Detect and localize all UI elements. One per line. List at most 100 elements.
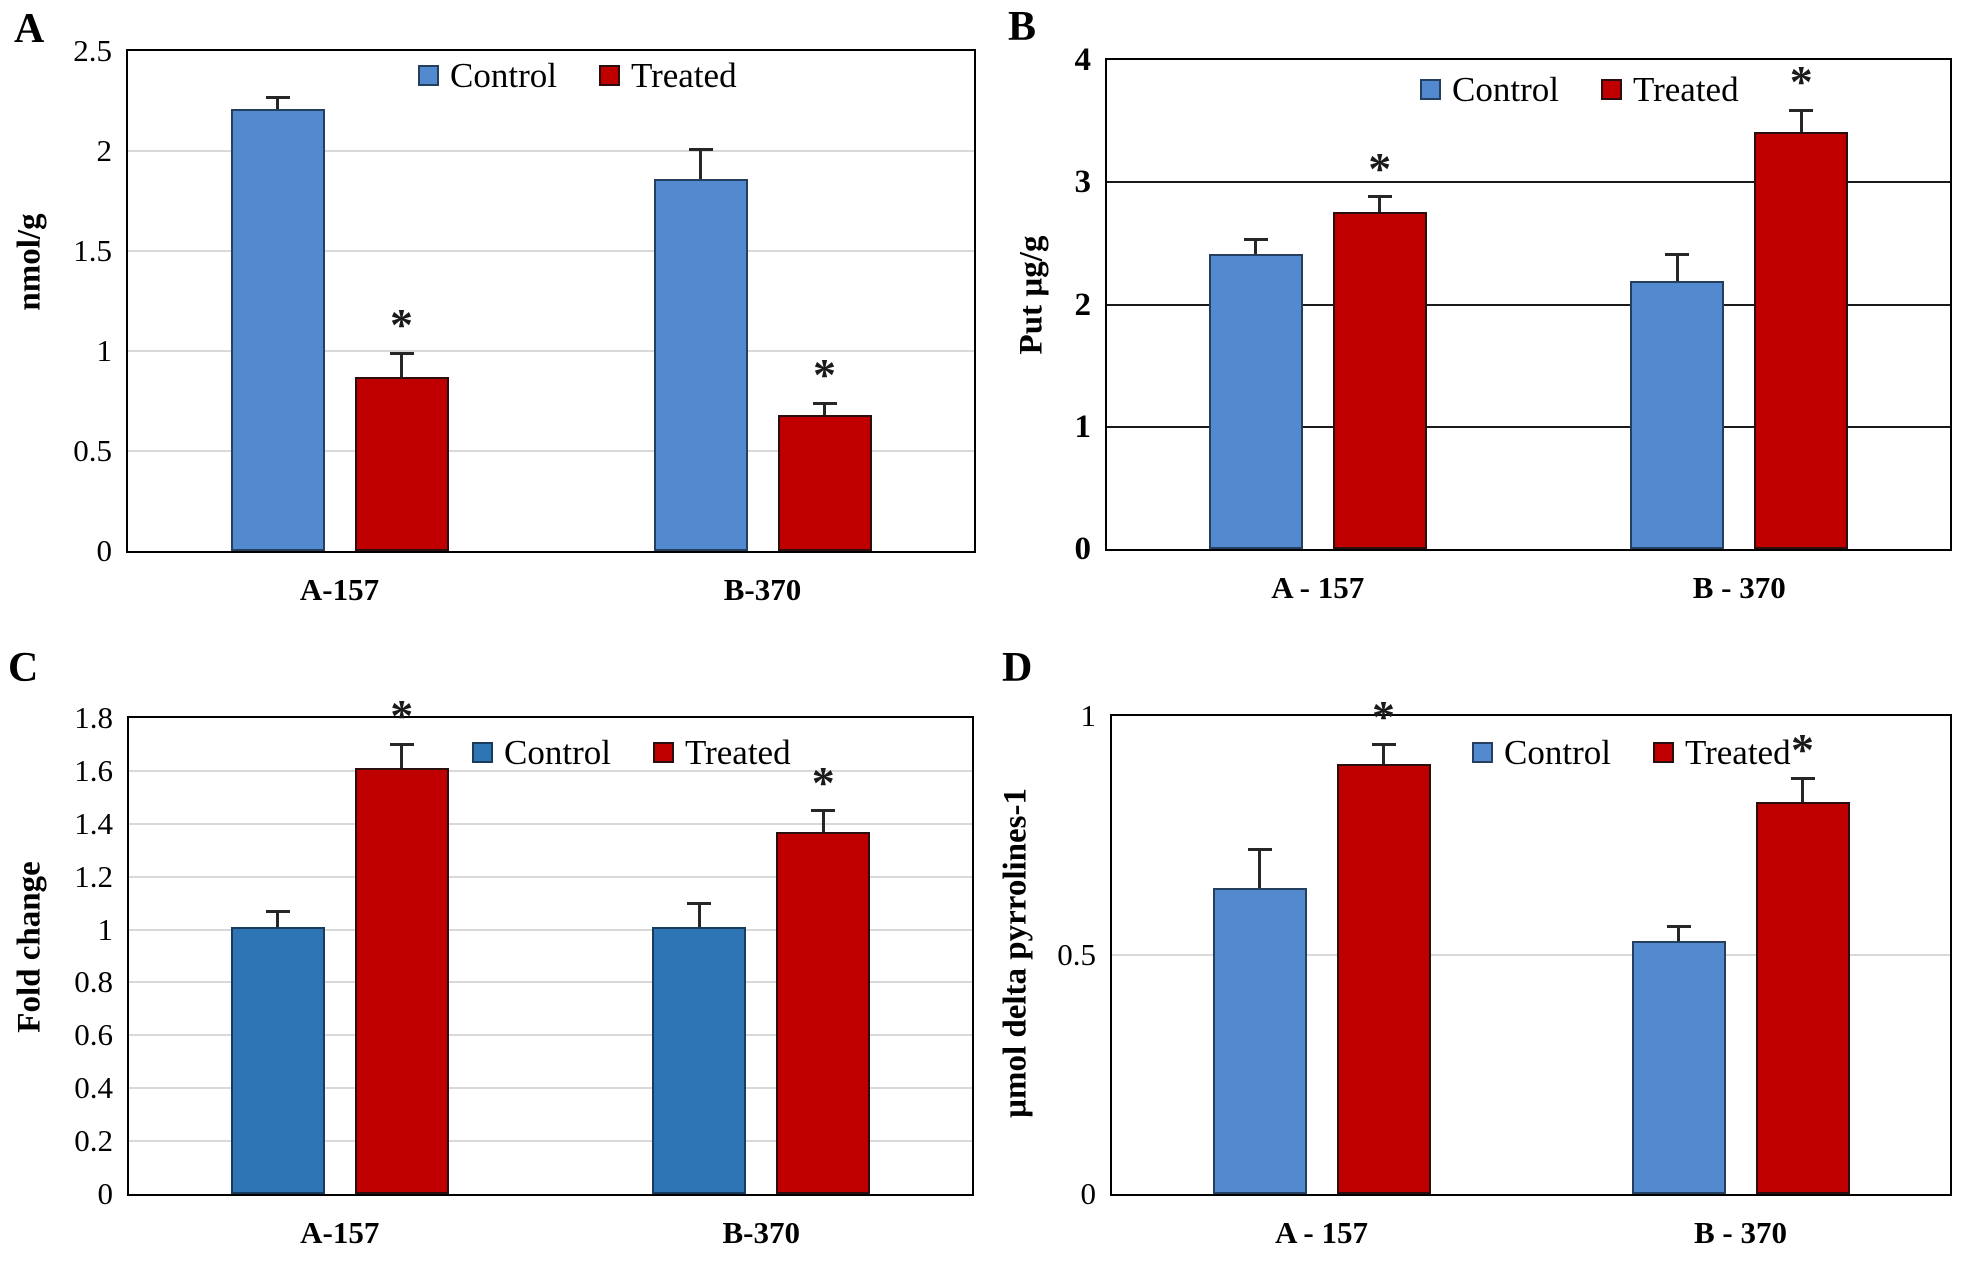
legend-item-treated: Treated	[652, 733, 791, 772]
bar-control-a157	[1208, 254, 1303, 549]
legend-swatch-treated-icon	[598, 65, 620, 86]
gridline	[129, 875, 972, 878]
y-tick-label: 0.8	[74, 964, 113, 1000]
bar-control-b370	[1631, 940, 1726, 1194]
gridline	[1107, 425, 1950, 428]
legend: Control Treated	[1472, 735, 1791, 770]
legend-label-control: Control	[1452, 70, 1559, 109]
bar-control-b370	[1630, 281, 1725, 549]
plot-area: * *	[1105, 58, 1952, 551]
bar-control-a157	[230, 109, 325, 551]
significance-asterisk: *	[1789, 56, 1813, 108]
gridline	[129, 981, 972, 984]
y-tick-label: 0.4	[74, 1070, 113, 1106]
gridline	[128, 350, 974, 352]
plot-area: * *	[127, 693, 974, 1196]
gridline	[128, 250, 974, 252]
error-bar-stem	[1258, 849, 1261, 889]
significance-asterisk: *	[1791, 724, 1814, 776]
error-bar-cap	[812, 401, 837, 405]
significance-asterisk: *	[390, 690, 414, 742]
gridline	[128, 450, 974, 452]
gridline	[1107, 303, 1950, 306]
error-bar-cap	[1367, 195, 1392, 199]
error-bar-stem	[1254, 239, 1258, 255]
panel-letter-b: B	[1008, 4, 1037, 50]
y-tick-label: 0	[1080, 1176, 1097, 1211]
legend-label-treated: Treated	[684, 733, 791, 772]
category-label: A - 157	[1271, 570, 1365, 605]
error-bar-cap	[1371, 743, 1396, 747]
y-tick-label: 0	[96, 533, 113, 568]
y-tick-label: 2.5	[73, 33, 112, 68]
error-bar-cap	[687, 901, 712, 905]
error-bar-cap	[811, 809, 836, 813]
gridline	[128, 150, 974, 152]
plot-area: * *	[1110, 693, 1952, 1196]
error-bar-stem	[697, 903, 701, 927]
error-bar-stem	[1378, 196, 1382, 212]
legend: Control Treated	[418, 58, 737, 93]
legend-swatch-treated-icon	[1652, 742, 1674, 763]
bar-treated-a157	[354, 768, 449, 1194]
legend-swatch-control-icon	[418, 65, 439, 86]
gridline	[129, 769, 972, 772]
y-axis-label: Put µg/g	[1013, 235, 1050, 355]
error-bar-stem	[400, 744, 404, 769]
gridline	[129, 822, 972, 825]
significance-asterisk: *	[813, 349, 836, 400]
legend-item-treated: Treated	[1652, 735, 1791, 770]
bar-treated-b370	[777, 415, 872, 551]
legend-item-control: Control	[418, 58, 557, 93]
gridline	[1107, 181, 1950, 184]
legend-label-control: Control	[450, 56, 557, 95]
y-axis-label: Fold change	[11, 861, 48, 1033]
legend-item-treated: Treated	[1600, 72, 1739, 107]
bar-control-a157	[1212, 888, 1307, 1194]
category-label: B - 370	[1694, 1215, 1787, 1250]
legend-item-control: Control	[472, 735, 611, 770]
gridline	[1112, 954, 1950, 956]
plot-area: * *	[126, 49, 976, 553]
panel-letter-d: D	[1002, 645, 1033, 691]
bar-treated-b370	[776, 831, 871, 1194]
error-bar-cap	[688, 147, 713, 151]
error-bar-stem	[276, 97, 279, 109]
y-tick-label: 0	[1074, 531, 1092, 567]
error-bar-cap	[1666, 924, 1691, 928]
category-label: A - 157	[1275, 1215, 1368, 1250]
y-tick-label: 1.8	[74, 700, 113, 735]
legend-swatch-treated-icon	[652, 742, 674, 763]
error-bar-stem	[1799, 110, 1803, 133]
gridline	[129, 1087, 972, 1090]
gridline	[129, 1140, 972, 1143]
error-bar-stem	[823, 403, 826, 415]
legend-item-treated: Treated	[598, 58, 737, 93]
error-bar-stem	[699, 149, 702, 179]
category-label: A-157	[299, 572, 380, 607]
bar-treated-b370	[1755, 802, 1850, 1194]
error-bar-stem	[1675, 254, 1679, 282]
y-tick-label: 1.2	[74, 858, 113, 894]
y-tick-label: 3	[1074, 164, 1092, 201]
y-tick-label: 2	[96, 133, 113, 168]
error-bar-stem	[1801, 778, 1804, 803]
error-bar-cap	[389, 351, 414, 355]
y-tick-label: 1	[1074, 408, 1092, 445]
panel-d: D µmol delta pyrrolines-1 * * 0 0.5 1 A - 1…	[990, 631, 1981, 1262]
significance-asterisk: *	[811, 756, 835, 808]
error-bar-stem	[276, 911, 280, 927]
category-label: A-157	[300, 1215, 380, 1250]
bar-control-b370	[652, 926, 747, 1194]
y-tick-label: 0.2	[74, 1123, 113, 1159]
error-bar-cap	[1247, 848, 1272, 852]
error-bar-cap	[1243, 238, 1268, 242]
category-label: B - 370	[1692, 570, 1786, 605]
significance-asterisk: *	[390, 299, 413, 350]
error-bar-cap	[1789, 108, 1814, 112]
legend: Control Treated	[472, 735, 791, 770]
y-tick-label: 1	[97, 911, 114, 947]
category-label: B-370	[722, 1215, 801, 1250]
bar-treated-a157	[354, 377, 449, 551]
